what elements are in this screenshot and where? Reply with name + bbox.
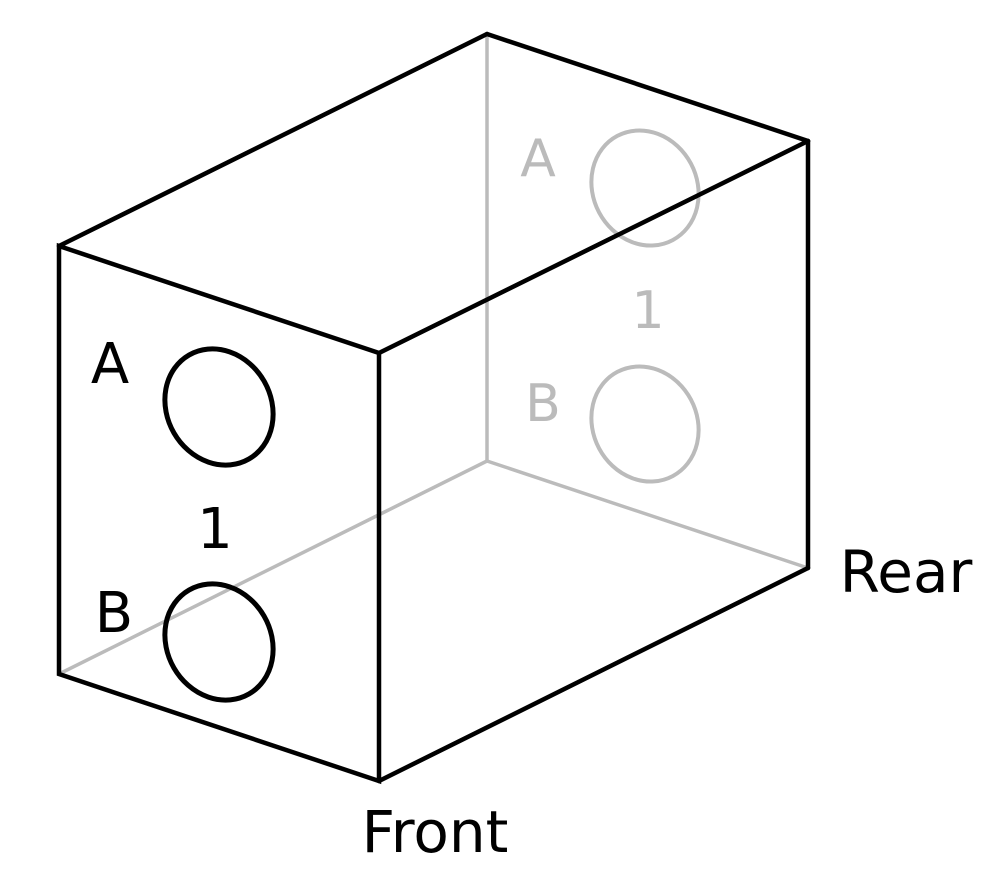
front-port-a-circle: [162, 346, 276, 468]
top-right-edge: [376, 138, 811, 356]
front-port-b-label: B: [95, 581, 133, 646]
top-left-edge: [56, 31, 490, 249]
front-panel: A 1 B: [91, 332, 276, 703]
hidden-bottom-right-edge: [485, 459, 810, 570]
rear-panel-number: 1: [631, 281, 664, 341]
front-caption: Front: [362, 798, 509, 866]
rear-port-b-circle: [589, 364, 701, 484]
rear-port-b-label: B: [525, 374, 561, 434]
front-port-b-circle: [162, 581, 276, 703]
rear-port-a-label: A: [520, 129, 556, 189]
rear-caption: Rear: [840, 538, 973, 606]
hidden-bottom-left-edge: [57, 459, 489, 676]
front-panel-number: 1: [197, 497, 233, 562]
bottom-right-edge: [376, 565, 811, 784]
visible-edges: [56, 31, 811, 785]
top-back-edge: [484, 31, 811, 144]
hidden-edges: [57, 32, 810, 676]
rear-panel: A 1 B: [520, 128, 701, 484]
front-port-a-label: A: [91, 332, 129, 397]
rear-port-a-circle: [589, 128, 701, 248]
